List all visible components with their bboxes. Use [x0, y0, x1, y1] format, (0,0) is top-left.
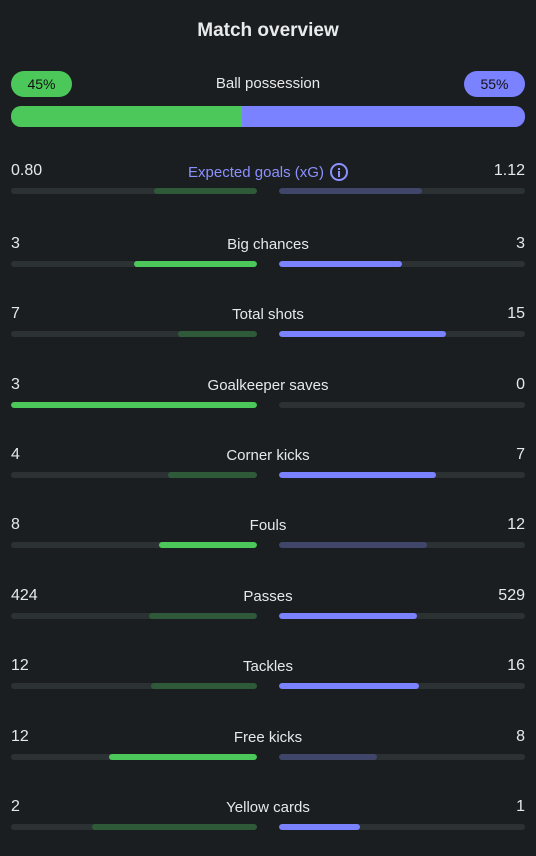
- home-stat-value: 3: [11, 376, 20, 393]
- away-stat-fill: [279, 331, 446, 337]
- away-stat-fill: [279, 613, 417, 619]
- away-stat-value: 7: [516, 446, 525, 463]
- home-stat-fill: [134, 261, 257, 267]
- away-possession-badge: 55%: [464, 71, 525, 97]
- info-icon[interactable]: [329, 163, 348, 181]
- stat-row: 8 Fouls 12: [0, 516, 536, 566]
- away-stat-value: 3: [516, 235, 525, 252]
- home-stat-value: 3: [11, 235, 20, 252]
- stat-label-text: Corner kicks: [226, 447, 310, 464]
- stat-label-text: Goalkeeper saves: [207, 377, 329, 394]
- stat-row: 3 Big chances 3: [0, 235, 536, 285]
- away-stat-track: [279, 331, 525, 337]
- away-stat-track: [279, 188, 525, 194]
- away-stat-value: 1.12: [493, 162, 525, 179]
- stat-row: 0.80 Expected goals (xG) 1.12: [0, 162, 536, 212]
- stat-label-text: Fouls: [249, 517, 287, 534]
- stat-label: Tackles: [0, 658, 536, 675]
- home-stat-fill: [109, 754, 257, 760]
- home-stat-fill: [178, 331, 257, 337]
- home-stat-value: 12: [11, 728, 29, 745]
- stat-label-text: Big chances: [227, 236, 309, 253]
- away-stat-fill: [279, 542, 427, 548]
- home-stat-track: [11, 331, 257, 337]
- away-stat-track: [279, 613, 525, 619]
- away-stat-track: [279, 824, 525, 830]
- away-stat-value: 529: [498, 587, 525, 604]
- stat-row: 12 Free kicks 8: [0, 728, 536, 778]
- home-stat-value: 8: [11, 516, 20, 533]
- away-stat-value: 1: [516, 798, 525, 815]
- home-stat-track: [11, 472, 257, 478]
- home-stat-value: 424: [11, 587, 38, 604]
- away-stat-track: [279, 683, 525, 689]
- stat-label-text: Tackles: [242, 658, 294, 675]
- stat-row: 4 Corner kicks 7: [0, 446, 536, 496]
- stat-label-text: Expected goals (xG): [188, 164, 324, 181]
- page-title: Match overview: [197, 20, 339, 41]
- away-stat-fill: [279, 824, 360, 830]
- stat-label: Big chances: [0, 236, 536, 253]
- stat-row: 3 Goalkeeper saves 0: [0, 376, 536, 426]
- away-stat-fill: [279, 261, 402, 267]
- home-stat-value: 0.80: [11, 162, 43, 179]
- home-stat-track: [11, 824, 257, 830]
- home-possession-fill: [11, 106, 243, 127]
- home-stat-track: [11, 188, 257, 194]
- away-possession-fill: [242, 106, 525, 127]
- stat-label-text: Free kicks: [233, 729, 303, 746]
- home-stat-track: [11, 613, 257, 619]
- home-stat-track: [11, 754, 257, 760]
- home-stat-fill: [159, 542, 257, 548]
- away-stat-fill: [279, 683, 419, 689]
- away-stat-value: 15: [507, 305, 525, 322]
- away-stat-fill: [279, 188, 422, 194]
- stat-label-text: Total shots: [232, 306, 304, 323]
- home-stat-track: [11, 542, 257, 548]
- home-stat-fill: [92, 824, 257, 830]
- stat-label[interactable]: Expected goals (xG): [0, 163, 536, 181]
- home-stat-track: [11, 683, 257, 689]
- home-possession-badge: 45%: [11, 71, 72, 97]
- home-stat-value: 2: [11, 798, 20, 815]
- home-stat-fill: [151, 683, 257, 689]
- stat-label-text: Passes: [243, 588, 293, 605]
- stat-label-text: Yellow cards: [226, 799, 310, 816]
- stat-label: Free kicks: [0, 729, 536, 746]
- home-stat-value: 4: [11, 446, 20, 463]
- away-stat-track: [279, 754, 525, 760]
- stat-row: 424 Passes 529: [0, 587, 536, 637]
- stat-row: 7 Total shots 15: [0, 305, 536, 355]
- away-stat-value: 12: [507, 516, 525, 533]
- away-stat-value: 0: [516, 376, 525, 393]
- away-stat-track: [279, 402, 525, 408]
- home-stat-track: [11, 402, 257, 408]
- stat-label: Goalkeeper saves: [0, 377, 536, 394]
- possession-label: Ball possession: [215, 75, 321, 92]
- home-stat-fill: [149, 613, 257, 619]
- home-stat-value: 12: [11, 657, 29, 674]
- home-stat-value: 7: [11, 305, 20, 322]
- away-stat-track: [279, 542, 525, 548]
- stat-label: Fouls: [0, 517, 536, 534]
- stat-label: Total shots: [0, 306, 536, 323]
- away-stat-value: 8: [516, 728, 525, 745]
- away-stat-track: [279, 472, 525, 478]
- stat-row: 12 Tackles 16: [0, 657, 536, 707]
- home-stat-fill: [154, 188, 257, 194]
- stat-label: Yellow cards: [0, 799, 536, 816]
- home-stat-fill: [168, 472, 257, 478]
- away-stat-fill: [279, 472, 436, 478]
- possession-bar: [11, 106, 525, 127]
- stat-label: Corner kicks: [0, 447, 536, 464]
- home-stat-track: [11, 261, 257, 267]
- stat-row: 2 Yellow cards 1: [0, 798, 536, 848]
- stat-label: Passes: [0, 588, 536, 605]
- away-stat-fill: [279, 754, 377, 760]
- away-stat-track: [279, 261, 525, 267]
- home-stat-fill: [11, 402, 257, 408]
- away-stat-value: 16: [507, 657, 525, 674]
